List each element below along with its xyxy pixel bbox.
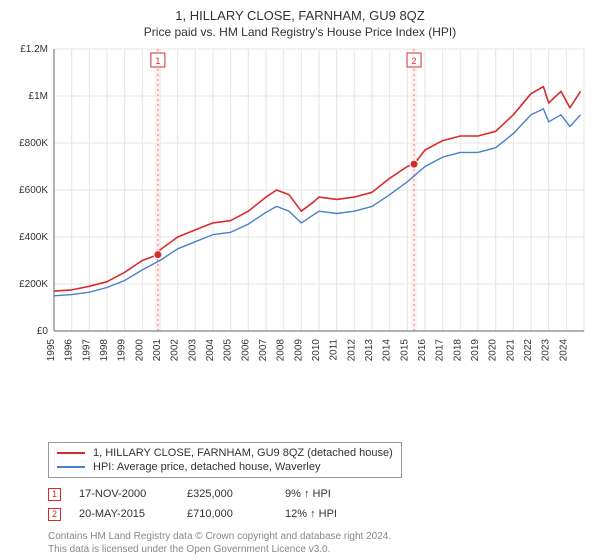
svg-text:2002: 2002 (170, 339, 181, 362)
svg-text:2009: 2009 (293, 339, 304, 362)
svg-text:2005: 2005 (223, 339, 234, 362)
svg-text:1997: 1997 (81, 339, 92, 362)
svg-text:2013: 2013 (364, 339, 375, 362)
svg-text:£400K: £400K (19, 232, 48, 243)
transaction-row-1: 1 17-NOV-2000 £325,000 9% ↑ HPI (48, 484, 590, 504)
svg-text:1: 1 (155, 56, 160, 66)
svg-text:2019: 2019 (470, 339, 481, 362)
transaction-row-2: 2 20-MAY-2015 £710,000 12% ↑ HPI (48, 504, 590, 524)
svg-text:1998: 1998 (99, 339, 110, 362)
svg-text:2010: 2010 (311, 339, 322, 362)
line-chart-svg: £0 £200K £400K £600K £800K £1M £1.2M 1995 1996 19… (10, 45, 590, 375)
svg-text:1996: 1996 (64, 339, 75, 362)
transaction-delta-2: 12% ↑ HPI (285, 504, 375, 524)
legend-label-1: 1, HILLARY CLOSE, FARNHAM, GU9 8QZ (deta… (93, 446, 393, 460)
svg-text:£600K: £600K (19, 185, 48, 196)
legend-item-1: 1, HILLARY CLOSE, FARNHAM, GU9 8QZ (deta… (57, 446, 393, 460)
transaction-price-1: £325,000 (187, 484, 267, 504)
chart-title: 1, HILLARY CLOSE, FARNHAM, GU9 8QZ (10, 8, 590, 23)
legend-item-2: HPI: Average price, detached house, Wave… (57, 460, 393, 474)
svg-text:2014: 2014 (382, 339, 393, 362)
transaction-table: 1 17-NOV-2000 £325,000 9% ↑ HPI 2 20-MAY… (48, 484, 590, 524)
transaction-date-1: 17-NOV-2000 (79, 484, 169, 504)
svg-text:2: 2 (412, 56, 417, 66)
svg-text:2006: 2006 (240, 339, 251, 362)
svg-text:£200K: £200K (19, 279, 48, 290)
svg-text:2024: 2024 (558, 339, 569, 362)
transaction-marker-1: 1 (48, 488, 61, 501)
svg-text:1999: 1999 (117, 339, 128, 362)
legend-swatch-2 (57, 466, 85, 468)
chart-plot-area: £0 £200K £400K £600K £800K £1M £1.2M 1995 1996 19… (10, 45, 590, 436)
svg-text:2007: 2007 (258, 339, 269, 362)
svg-text:2004: 2004 (205, 339, 216, 362)
svg-text:2018: 2018 (452, 339, 463, 362)
svg-text:2016: 2016 (417, 339, 428, 362)
svg-text:2021: 2021 (505, 339, 516, 362)
legend-swatch-1 (57, 452, 85, 454)
svg-text:2001: 2001 (152, 339, 163, 362)
svg-text:2017: 2017 (435, 339, 446, 362)
svg-text:2008: 2008 (276, 339, 287, 362)
transaction-price-2: £710,000 (187, 504, 267, 524)
svg-text:2015: 2015 (399, 339, 410, 362)
svg-text:£0: £0 (37, 326, 49, 337)
svg-text:2011: 2011 (329, 339, 340, 361)
svg-text:2022: 2022 (523, 339, 534, 362)
chart-subtitle: Price paid vs. HM Land Registry's House … (10, 25, 590, 39)
svg-text:2023: 2023 (541, 339, 552, 362)
svg-text:1995: 1995 (46, 339, 57, 362)
footer-attribution: Contains HM Land Registry data © Crown c… (48, 530, 590, 556)
svg-text:£800K: £800K (19, 138, 48, 149)
footer-line-1: Contains HM Land Registry data © Crown c… (48, 530, 590, 543)
svg-text:£1M: £1M (29, 91, 48, 102)
svg-text:£1.2M: £1.2M (20, 45, 48, 55)
legend: 1, HILLARY CLOSE, FARNHAM, GU9 8QZ (deta… (48, 442, 402, 478)
transaction-marker-2: 2 (48, 508, 61, 521)
chart-container: 1, HILLARY CLOSE, FARNHAM, GU9 8QZ Price… (0, 0, 600, 560)
svg-text:2000: 2000 (134, 339, 145, 362)
transaction-date-2: 20-MAY-2015 (79, 504, 169, 524)
svg-text:2020: 2020 (488, 339, 499, 362)
legend-label-2: HPI: Average price, detached house, Wave… (93, 460, 320, 474)
transaction-delta-1: 9% ↑ HPI (285, 484, 375, 504)
svg-text:2003: 2003 (187, 339, 198, 362)
svg-text:2012: 2012 (346, 339, 357, 362)
footer-line-2: This data is licensed under the Open Gov… (48, 543, 590, 556)
